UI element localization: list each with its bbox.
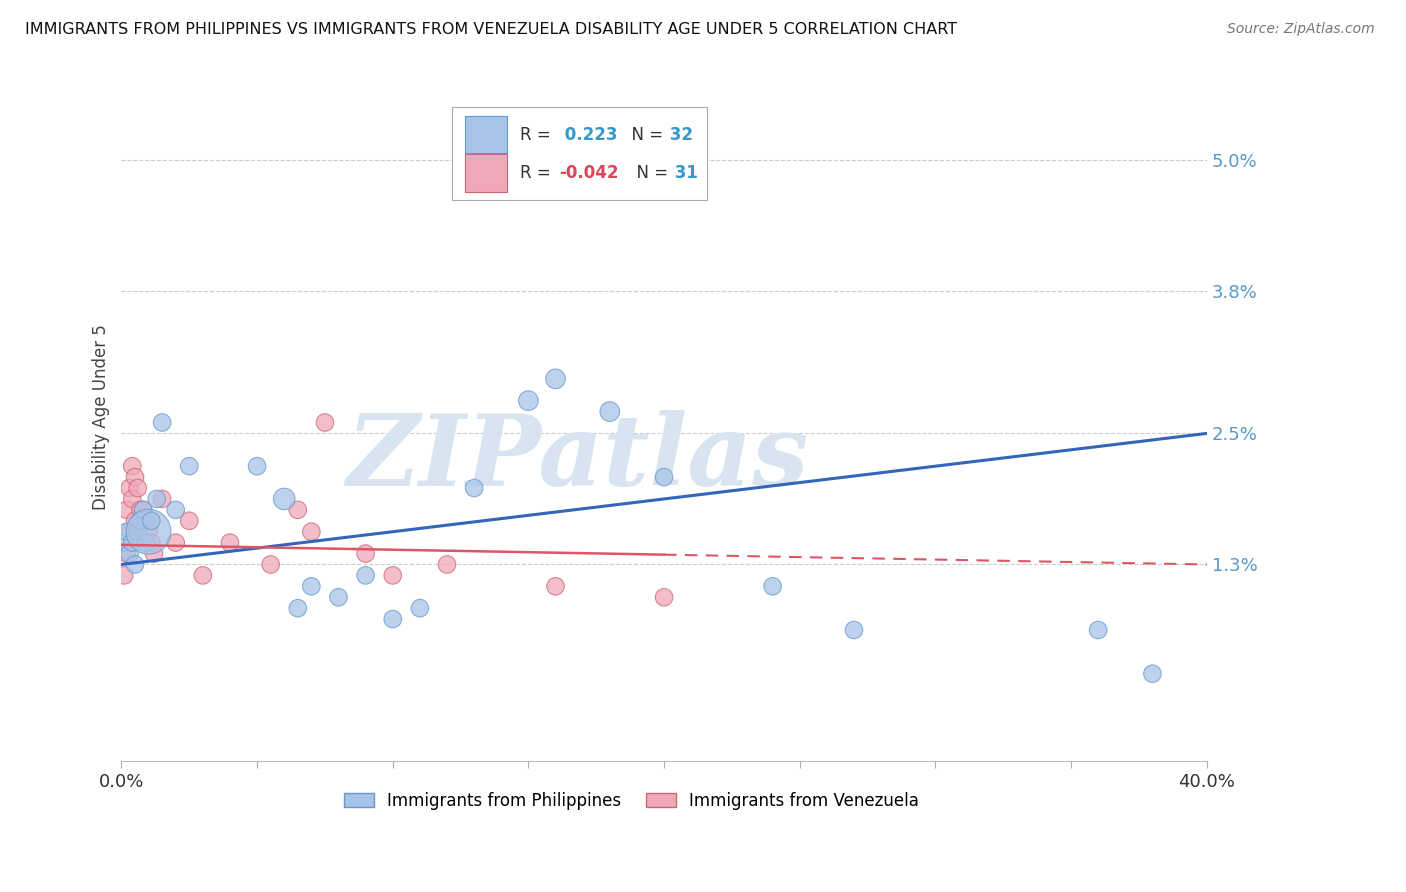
Point <box>179 459 201 474</box>
Point <box>299 524 322 539</box>
Point <box>436 558 458 572</box>
Point <box>299 579 322 593</box>
Point <box>599 404 621 418</box>
Point <box>127 524 149 539</box>
Point <box>135 535 157 549</box>
Point <box>129 503 152 517</box>
Point <box>135 514 157 528</box>
Point <box>141 514 163 528</box>
Point <box>138 524 160 539</box>
Point <box>115 524 138 539</box>
Text: 32: 32 <box>664 126 693 144</box>
Point <box>121 459 143 474</box>
Point <box>118 524 141 539</box>
Text: N =: N = <box>620 126 662 144</box>
FancyBboxPatch shape <box>453 107 707 201</box>
Point <box>143 547 166 561</box>
Point <box>132 503 155 517</box>
Point <box>141 535 163 549</box>
Point <box>115 547 138 561</box>
Point <box>652 591 675 605</box>
Point <box>121 491 143 506</box>
Point <box>287 601 309 615</box>
Point <box>219 535 242 549</box>
Point <box>112 535 135 549</box>
Legend: Immigrants from Philippines, Immigrants from Venezuela: Immigrants from Philippines, Immigrants … <box>339 787 924 814</box>
Point <box>517 393 540 408</box>
Text: Source: ZipAtlas.com: Source: ZipAtlas.com <box>1227 22 1375 37</box>
Point <box>138 524 160 539</box>
Point <box>314 416 336 430</box>
Point <box>112 568 135 582</box>
Point <box>260 558 283 572</box>
Point <box>544 372 567 386</box>
Text: N =: N = <box>626 164 668 182</box>
Point <box>381 612 404 626</box>
Point <box>121 535 143 549</box>
Point <box>150 491 173 506</box>
Point <box>115 503 138 517</box>
Point <box>1087 623 1109 637</box>
Point <box>328 591 350 605</box>
Point <box>191 568 214 582</box>
Point <box>463 481 485 495</box>
Point <box>127 481 149 495</box>
Point <box>381 568 404 582</box>
Point <box>409 601 432 615</box>
Point <box>179 514 201 528</box>
Point <box>124 470 146 484</box>
Bar <box>465 116 506 153</box>
Text: IMMIGRANTS FROM PHILIPPINES VS IMMIGRANTS FROM VENEZUELA DISABILITY AGE UNDER 5 : IMMIGRANTS FROM PHILIPPINES VS IMMIGRANT… <box>25 22 957 37</box>
Point <box>1142 666 1164 681</box>
Text: -0.042: -0.042 <box>558 164 619 182</box>
Point <box>132 503 155 517</box>
Text: 31: 31 <box>669 164 699 182</box>
Point <box>124 514 146 528</box>
Point <box>124 558 146 572</box>
Point <box>165 503 187 517</box>
Text: 0.223: 0.223 <box>558 126 617 144</box>
Point <box>287 503 309 517</box>
Point <box>273 491 295 506</box>
Text: R =: R = <box>520 164 551 182</box>
Point <box>127 524 149 539</box>
Point <box>145 491 167 506</box>
Point <box>118 481 141 495</box>
Point <box>544 579 567 593</box>
Text: R =: R = <box>520 126 551 144</box>
Y-axis label: Disability Age Under 5: Disability Age Under 5 <box>93 324 110 510</box>
Text: ZIPatlas: ZIPatlas <box>346 410 808 507</box>
Point <box>354 568 377 582</box>
Point <box>129 514 152 528</box>
Point <box>118 547 141 561</box>
Point <box>842 623 865 637</box>
Point <box>761 579 783 593</box>
Point <box>165 535 187 549</box>
Point <box>354 547 377 561</box>
Point <box>652 470 675 484</box>
Bar <box>465 154 506 192</box>
Point <box>150 416 173 430</box>
Point <box>246 459 269 474</box>
